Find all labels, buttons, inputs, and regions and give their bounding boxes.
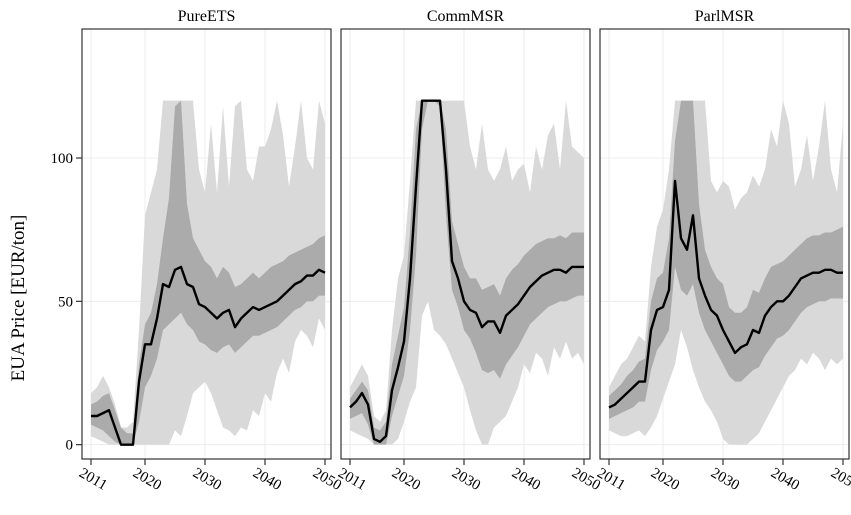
- inner-range-band: [91, 100, 325, 445]
- median-points: [90, 266, 326, 445]
- panel-frame: [599, 28, 850, 460]
- x-axis: 2011 2020 2030 2040 2050: [335, 459, 603, 494]
- y-axis-title: EUA Price [EUR/ton]: [8, 215, 29, 382]
- y-tick-label: 50: [58, 294, 73, 310]
- panel-frame: [340, 28, 591, 460]
- panel-frame: [81, 28, 332, 460]
- outer-range-band: [609, 100, 843, 445]
- x-tick-label: 2011: [76, 465, 110, 494]
- panel-title: CommMSR: [427, 8, 505, 25]
- x-tick-label: 2030: [449, 465, 483, 494]
- y-tick-label: 0: [66, 438, 74, 454]
- median-points: [349, 100, 585, 442]
- median-points: [608, 180, 844, 408]
- x-tick-label: 2020: [648, 465, 682, 494]
- x-tick-label: 2030: [190, 465, 224, 494]
- x-tick-label: 2011: [335, 465, 369, 494]
- x-tick-label: 2040: [509, 465, 543, 494]
- inner-range-band: [350, 100, 584, 445]
- x-tick-label: 2020: [130, 465, 164, 494]
- x-tick-label: 2030: [708, 465, 742, 494]
- x-axis: 2011 2020 2030 2040 2050: [76, 459, 344, 494]
- x-tick-label: 2011: [594, 465, 628, 494]
- median-line: [91, 265, 326, 446]
- median-line: [608, 179, 843, 409]
- panel-title: ParlMSR: [695, 8, 755, 25]
- x-tick-label: 2040: [250, 465, 284, 494]
- y-tick-label: 100: [51, 151, 74, 167]
- median-line: [349, 99, 584, 443]
- x-axis: 2011 2020 2030 2040 2050: [594, 459, 851, 494]
- x-tick-label: 2040: [768, 465, 802, 494]
- y-axis: 0 50 100: [51, 151, 82, 454]
- x-tick-label: 2020: [389, 465, 423, 494]
- x-tick-label: 2050: [828, 465, 851, 494]
- panel-parlmsr: ParlMSR 2011 2020 2030 2040 2050: [594, 8, 851, 494]
- panel-title: PureETS: [178, 8, 236, 25]
